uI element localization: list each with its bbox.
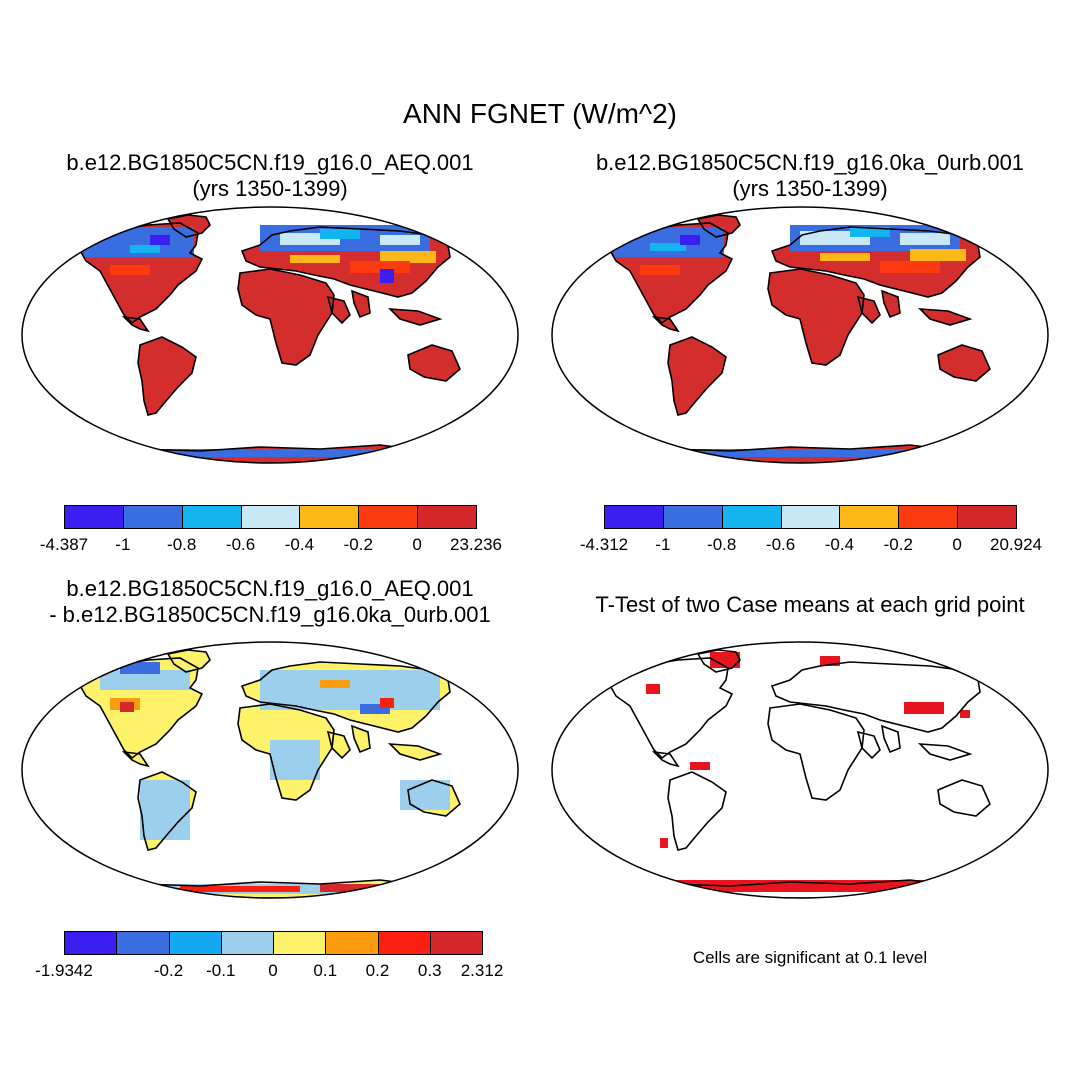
colorbar-tick-label: 2.312 — [460, 961, 504, 980]
colorbar-tick-label: -4.387 — [39, 535, 89, 554]
colorbar-swatch — [299, 505, 360, 529]
significance-note: Cells are significant at 0.1 level — [692, 948, 928, 967]
colorbar-tick-label: -0.4 — [284, 535, 315, 554]
colorbar-swatch — [721, 505, 782, 529]
colorbar-swatch — [429, 931, 483, 955]
colorbar-tick-label: -0.4 — [824, 535, 855, 554]
map-panel-3 — [21, 641, 519, 899]
colorbar-tick-label: -1 — [115, 535, 131, 554]
colorbar-swatch — [64, 931, 118, 955]
colorbar-swatch — [122, 505, 183, 529]
colorbar-swatch — [957, 505, 1017, 529]
colorbar-swatch — [780, 505, 841, 529]
colorbar-tick-label: 23.236 — [450, 535, 502, 554]
colorbar-tick-label: -1 — [655, 535, 671, 554]
colorbar-swatch — [240, 505, 301, 529]
panel3-title-line1: b.e12.BG1850C5CN.f19_g16.0_AEQ.001 — [66, 576, 474, 601]
panel2-title-line1: b.e12.BG1850C5CN.f19_g16.0ka_0urb.001 — [595, 150, 1025, 175]
colorbar-swatch — [898, 505, 959, 529]
colorbar-tick-label: -0.8 — [707, 535, 737, 554]
colorbar-swatch — [358, 505, 419, 529]
colorbar-tick-label: 0 — [268, 961, 278, 980]
colorbar-tick-label: -0.2 — [153, 961, 184, 980]
colorbar-tick-label: -0.6 — [225, 535, 256, 554]
colorbar-tick-label: -4.312 — [579, 535, 629, 554]
colorbar-swatch — [377, 931, 431, 955]
colorbar-panel-1: -4.387 -1 -0.8 -0.6 -0.4 -0.2 0 23.236 — [40, 505, 502, 560]
colorbar-swatch — [181, 505, 242, 529]
colorbar-panel-2: -4.312 -1 -0.8 -0.6 -0.4 -0.2 0 20.924 — [580, 505, 1042, 560]
colorbar-tick-label: -0.8 — [167, 535, 197, 554]
map-panel-1 — [21, 206, 519, 464]
colorbar-tick-label: 0 — [952, 535, 962, 554]
colorbar-tick-label: 0.2 — [365, 961, 390, 980]
colorbar-tick-label: -0.2 — [343, 535, 373, 554]
panel2-title-line2: (yrs 1350-1399) — [732, 176, 888, 201]
colorbar-panel-3: -1.9342 -0.2 -0.1 0 0.1 0.2 0.3 2.312 — [35, 931, 503, 986]
colorbar-swatch — [168, 931, 222, 955]
colorbar-swatch — [116, 931, 170, 955]
colorbar-tick-label: -1.9342 — [35, 961, 93, 980]
colorbar-tick-label: 0.3 — [417, 961, 442, 980]
colorbar-swatch — [64, 505, 124, 529]
colorbar-tick-label: 0.1 — [313, 961, 338, 980]
colorbar-swatch — [662, 505, 723, 529]
colorbar-tick-label: 20.924 — [990, 535, 1042, 554]
colorbar-swatch — [325, 931, 379, 955]
colorbar-swatch — [220, 931, 274, 955]
panel1-title-line1: b.e12.BG1850C5CN.f19_g16.0_AEQ.001 — [66, 150, 474, 175]
colorbar-tick-label: -0.1 — [206, 961, 236, 980]
map-panel-2 — [551, 206, 1049, 464]
colorbar-tick-label: 0 — [412, 535, 422, 554]
colorbar-tick-label: -0.2 — [883, 535, 913, 554]
colorbar-swatch — [839, 505, 900, 529]
panel4-title: T-Test of two Case means at each grid po… — [595, 592, 1025, 617]
panel1-title-line2: (yrs 1350-1399) — [192, 176, 348, 201]
map-panel-4 — [551, 641, 1049, 899]
colorbar-swatch — [273, 931, 327, 955]
colorbar-swatch — [417, 505, 477, 529]
panel3-title-line2: - b.e12.BG1850C5CN.f19_g16.0ka_0urb.001 — [49, 602, 491, 627]
colorbar-tick-label: -0.6 — [765, 535, 796, 554]
colorbar-swatch — [604, 505, 664, 529]
figure-title: ANN FGNET (W/m^2) — [403, 98, 677, 129]
